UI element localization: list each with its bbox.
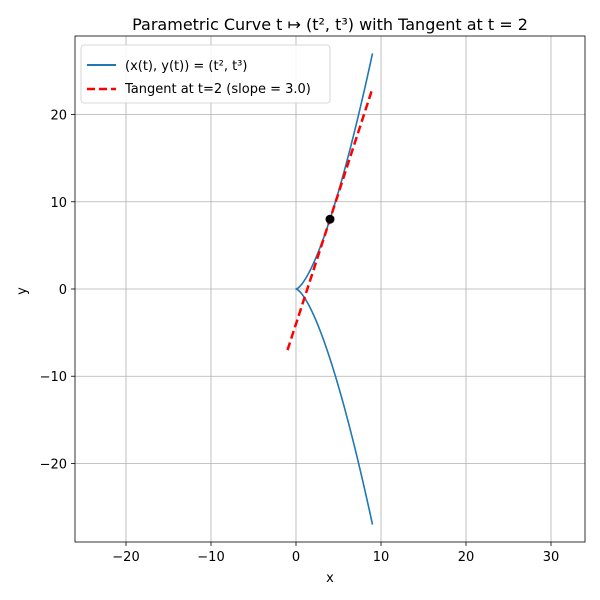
x-tick-label: 20	[458, 550, 475, 565]
y-tick-label: −10	[40, 370, 67, 385]
y-tick-label: −20	[40, 457, 67, 472]
legend-curve-label: (x(t), y(t)) = (t², t³)	[125, 59, 247, 74]
y-axis-label: y	[15, 287, 30, 295]
legend-tangent-label: Tangent at t=2 (slope = 3.0)	[124, 82, 311, 97]
legend-box	[80, 44, 331, 104]
x-tick-label: 30	[543, 550, 560, 565]
series-layer	[286, 53, 374, 525]
tangent-point-marker	[325, 214, 335, 224]
y-tick-label: 0	[59, 283, 67, 298]
chart-title: Parametric Curve t ↦ (t², t³) with Tange…	[132, 15, 528, 34]
x-tick-label: −10	[197, 550, 224, 565]
x-axis-label: x	[326, 571, 334, 586]
x-tick-label: 10	[373, 550, 390, 565]
y-tick-label: 20	[50, 109, 67, 124]
ticks: −20 −10 0 10 20 30 −20 −10 0 10 20	[40, 109, 560, 565]
x-tick-label: −20	[112, 550, 139, 565]
legend: (x(t), y(t)) = (t², t³) Tangent at t=2 (…	[80, 44, 331, 104]
y-tick-label: 10	[50, 196, 67, 211]
x-tick-label: 0	[292, 550, 300, 565]
